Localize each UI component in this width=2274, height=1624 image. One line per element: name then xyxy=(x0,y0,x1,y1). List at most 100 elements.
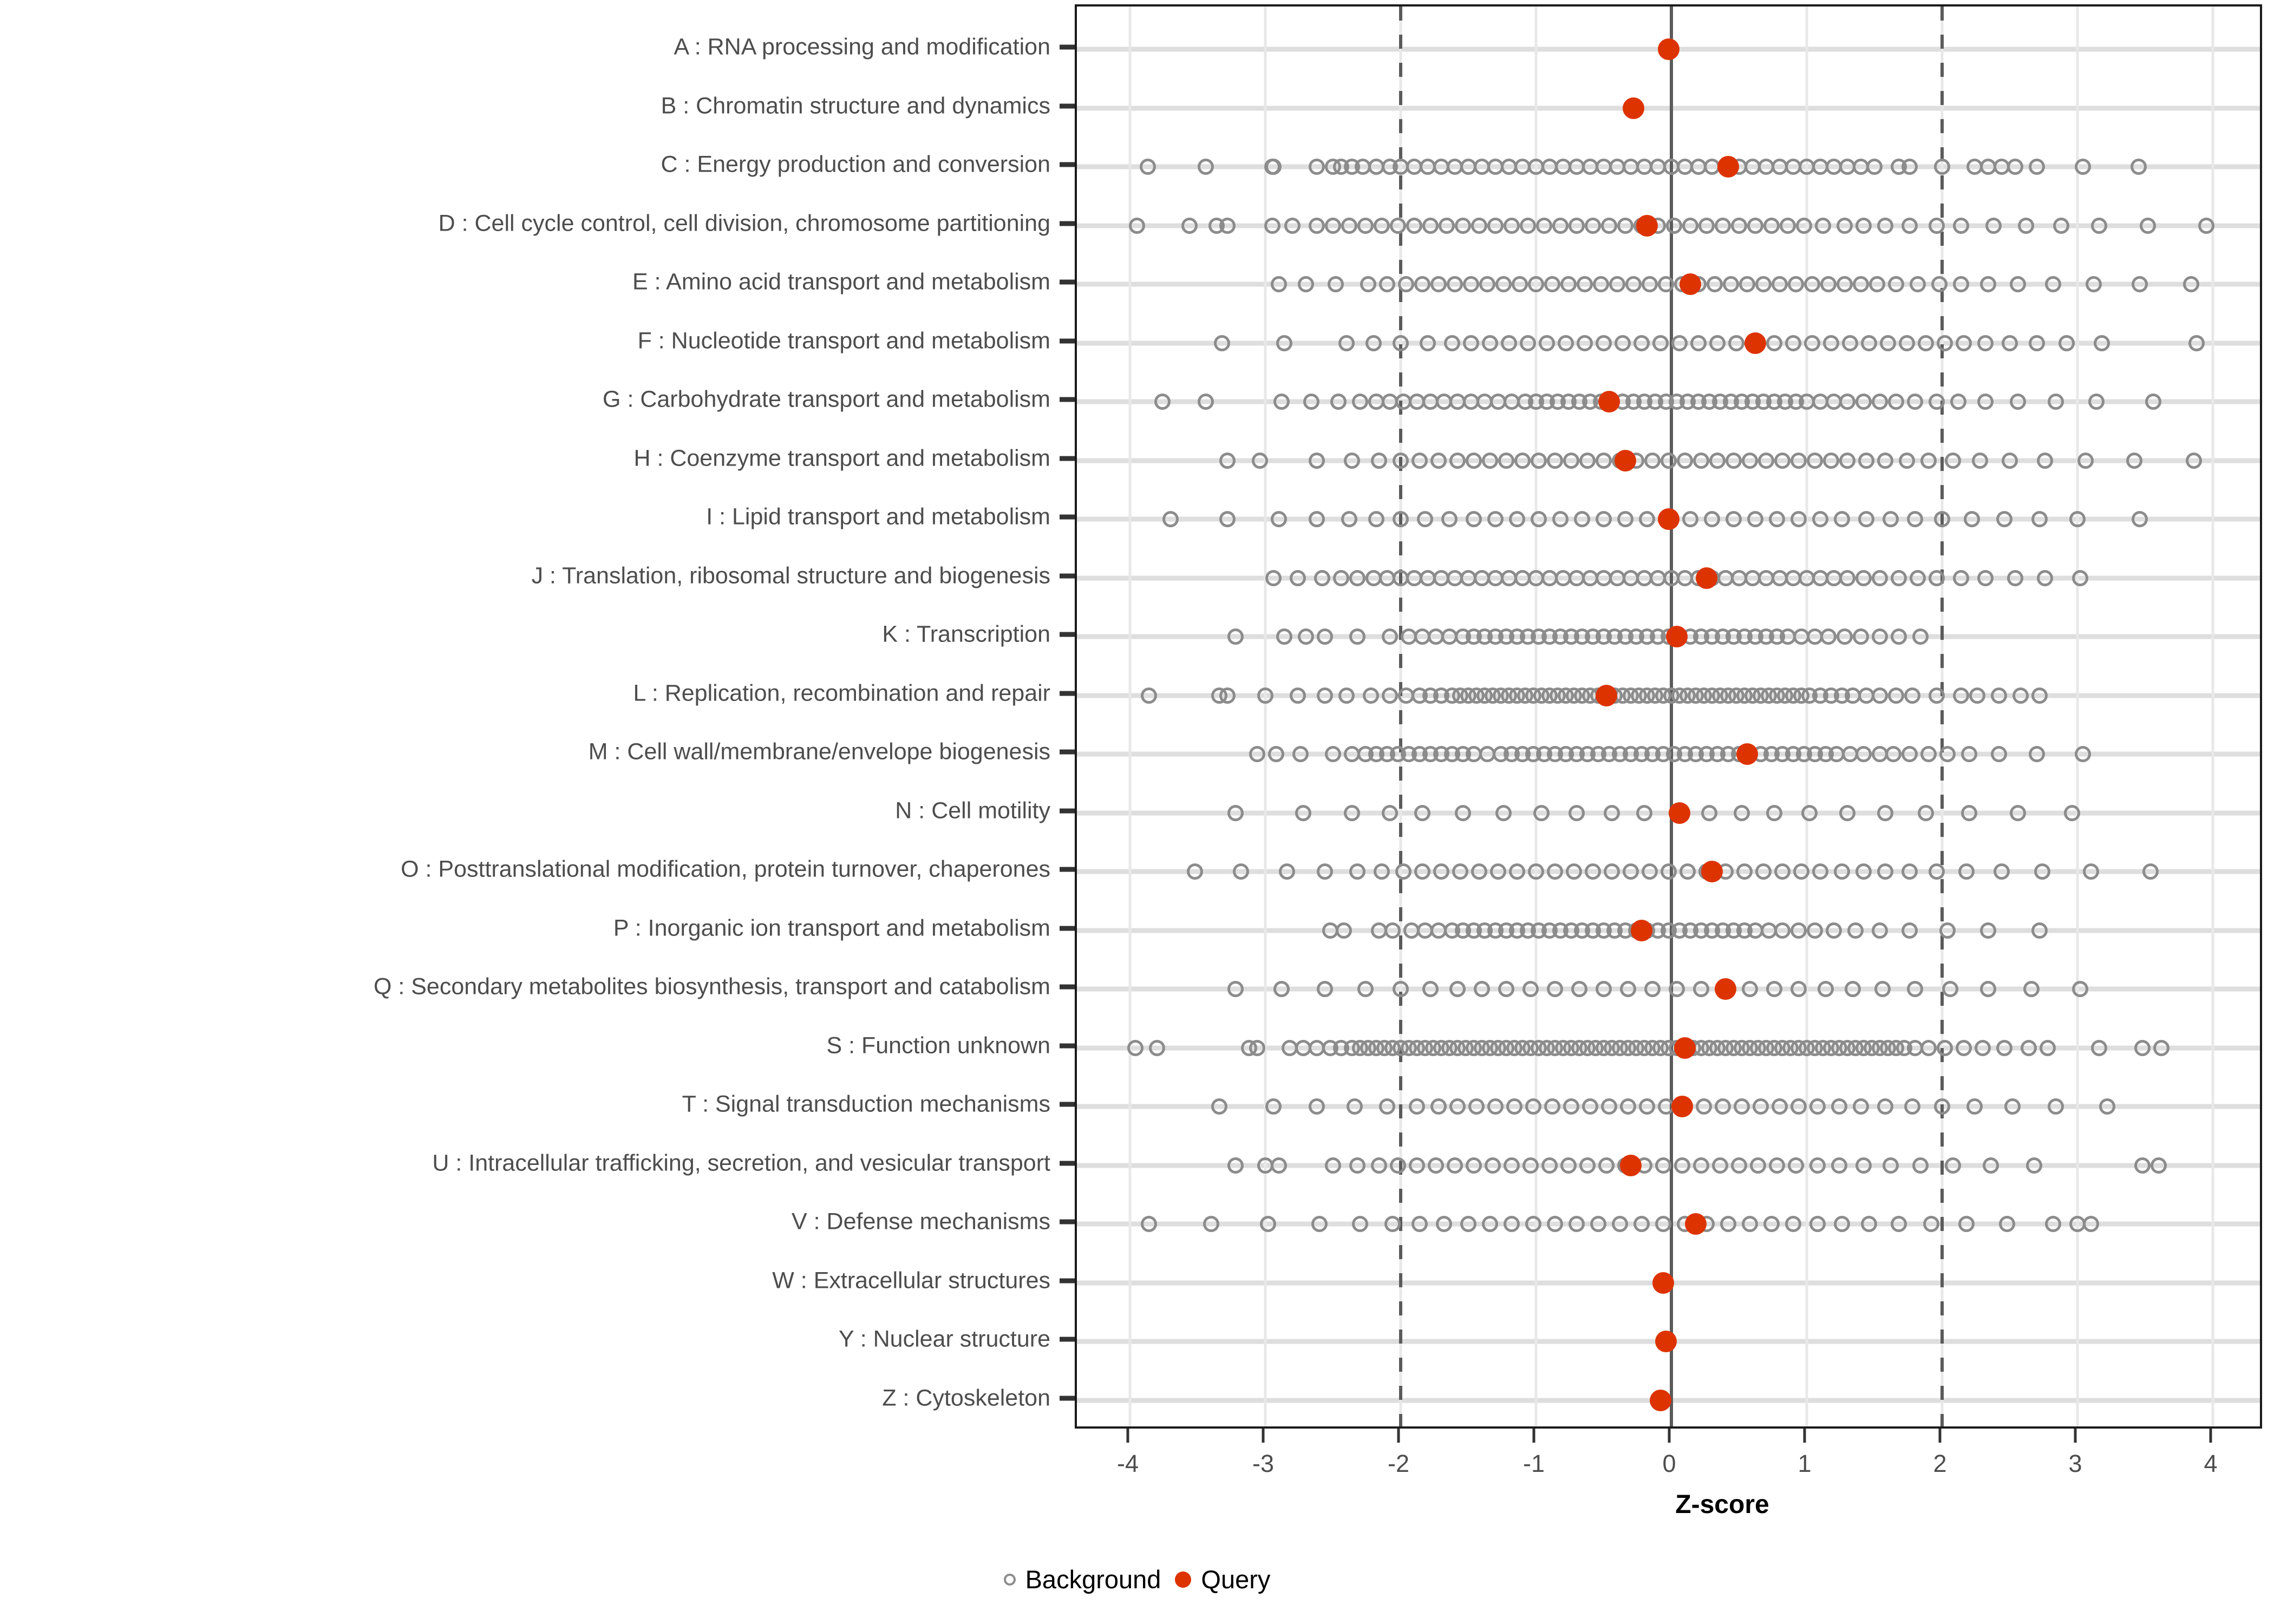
background-point xyxy=(1268,746,1284,763)
legend-item-background: Background xyxy=(1003,1564,1161,1594)
background-point xyxy=(1528,863,1544,880)
background-point xyxy=(1495,276,1512,293)
background-point xyxy=(1845,981,1861,998)
background-point xyxy=(1393,452,1409,469)
background-point xyxy=(1977,394,1994,410)
background-point xyxy=(1609,276,1625,293)
background-point xyxy=(1338,335,1355,351)
background-point xyxy=(1883,511,1899,528)
background-point xyxy=(1907,981,1923,998)
background-point xyxy=(1972,452,1988,469)
y-axis-category-label: J : Translation, ribosomal structure and… xyxy=(531,562,1050,589)
background-point xyxy=(1693,1157,1709,1174)
background-point xyxy=(1677,452,1693,469)
x-axis-tick-label: -3 xyxy=(1252,1450,1275,1477)
background-point xyxy=(1487,1098,1504,1115)
background-point xyxy=(1747,511,1763,528)
background-point xyxy=(1983,1157,1999,1174)
background-point xyxy=(1414,804,1430,821)
background-point xyxy=(1333,569,1349,586)
background-point xyxy=(1669,981,1685,998)
background-point xyxy=(1980,922,1996,939)
background-point xyxy=(1780,217,1796,234)
background-point xyxy=(1639,1098,1655,1115)
y-axis-category-label: T : Signal transduction mechanisms xyxy=(682,1091,1050,1117)
background-point xyxy=(1495,804,1512,821)
background-point xyxy=(1436,1216,1452,1233)
background-point xyxy=(1934,159,1950,175)
background-point xyxy=(1617,217,1633,234)
background-point xyxy=(1920,452,1937,469)
y-axis-category-label: Q : Secondary metabolites biosynthesis, … xyxy=(373,973,1050,1000)
background-point xyxy=(1966,1098,1983,1115)
background-point xyxy=(1601,1098,1617,1115)
background-point xyxy=(2130,159,2147,175)
background-point xyxy=(1219,511,1236,528)
background-point xyxy=(1596,452,1612,469)
background-point xyxy=(1341,511,1357,528)
y-axis-tick xyxy=(1060,338,1075,344)
background-point xyxy=(1219,452,1236,469)
query-point xyxy=(1620,1154,1642,1176)
background-point xyxy=(1490,863,1506,880)
background-point xyxy=(1412,1216,1428,1233)
background-point xyxy=(1579,1157,1596,1174)
background-point xyxy=(1577,276,1593,293)
background-point xyxy=(1872,687,1888,704)
background-point xyxy=(1506,1098,1522,1115)
background-point xyxy=(1953,276,1969,293)
background-point xyxy=(1430,452,1447,469)
background-point xyxy=(1141,1216,1157,1233)
background-point xyxy=(1945,452,1961,469)
x-axis-tick-label: 0 xyxy=(1662,1450,1676,1477)
background-point xyxy=(1785,335,1801,351)
background-point xyxy=(1874,981,1891,998)
background-point xyxy=(1658,276,1674,293)
background-point xyxy=(1883,1157,1899,1174)
background-point xyxy=(1929,569,1945,586)
background-point xyxy=(1504,1216,1520,1233)
background-point xyxy=(1596,335,1612,351)
y-axis-tick xyxy=(1060,162,1075,167)
background-point xyxy=(1858,511,1874,528)
query-point xyxy=(1631,919,1652,941)
background-point xyxy=(1991,687,2007,704)
background-point xyxy=(1837,217,1853,234)
background-point xyxy=(2142,863,2159,880)
background-point xyxy=(1858,452,1874,469)
background-point xyxy=(2126,452,2142,469)
background-point xyxy=(1547,452,1563,469)
background-point xyxy=(1349,628,1365,645)
background-point xyxy=(1620,1098,1636,1115)
background-point xyxy=(1309,159,1325,175)
background-point xyxy=(1804,276,1820,293)
background-point xyxy=(1731,217,1747,234)
y-axis-tick xyxy=(1060,456,1075,461)
background-point xyxy=(1831,1157,1847,1174)
background-point xyxy=(1791,922,1807,939)
background-point xyxy=(1352,394,1368,410)
background-point xyxy=(1349,1157,1365,1174)
background-point xyxy=(1311,1216,1328,1233)
background-point xyxy=(2029,335,2045,351)
background-point xyxy=(1834,511,1850,528)
background-point xyxy=(1666,217,1682,234)
background-point xyxy=(1325,746,1341,763)
x-axis-tick xyxy=(1126,1429,1129,1443)
background-point xyxy=(2021,1039,2037,1056)
background-point xyxy=(1809,1216,1826,1233)
background-point xyxy=(1357,217,1374,234)
background-point xyxy=(1834,863,1850,880)
background-point xyxy=(2023,981,2040,998)
background-point xyxy=(2045,1216,2061,1233)
vertical-gridline xyxy=(1534,6,1538,1426)
background-point xyxy=(1149,1039,1165,1056)
background-point xyxy=(1198,159,1214,175)
background-point xyxy=(1430,276,1447,293)
y-axis-tick xyxy=(1060,1219,1075,1224)
background-point xyxy=(1257,687,1273,704)
query-point xyxy=(1598,391,1620,413)
background-point xyxy=(1395,863,1412,880)
background-point xyxy=(1433,863,1449,880)
y-axis-tick xyxy=(1060,1161,1075,1166)
